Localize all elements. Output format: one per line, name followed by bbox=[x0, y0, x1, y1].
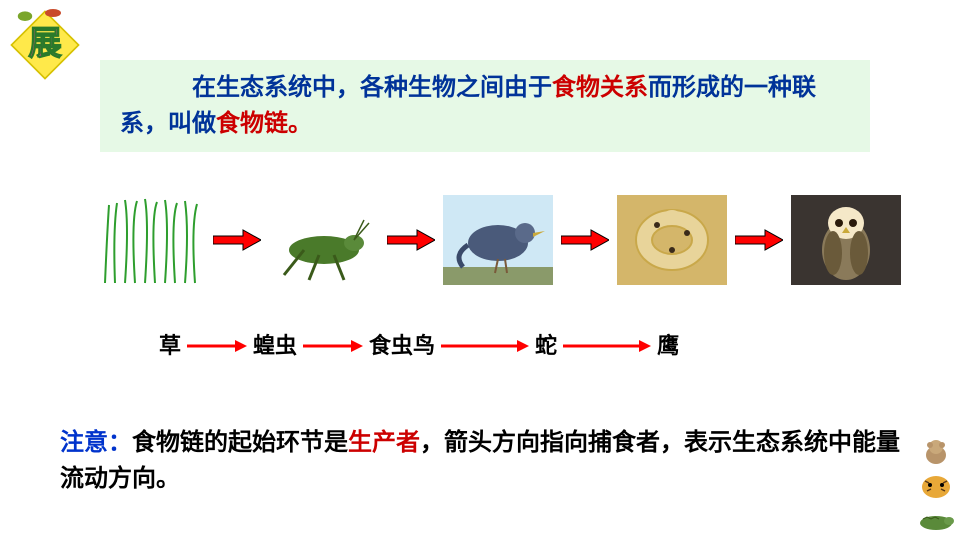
organism-owl bbox=[791, 195, 901, 285]
food-chain-labels: 草 蝗虫 食虫鸟 蛇 鹰 bbox=[155, 328, 683, 360]
arrow-icon bbox=[735, 228, 783, 252]
food-chain-images bbox=[95, 195, 901, 285]
def-p1b: 食物关系 bbox=[552, 74, 648, 101]
corner-badge: 展 bbox=[5, 5, 85, 85]
side-decorations bbox=[917, 437, 955, 535]
crocodile-icon bbox=[917, 505, 955, 535]
monkey-icon bbox=[917, 437, 955, 467]
arrow-icon bbox=[213, 228, 261, 252]
def-p1a: 在生态系统中，各种生物之间由于 bbox=[192, 74, 552, 101]
note-t1: 食物链的起始环节是 bbox=[132, 429, 348, 456]
organism-snake bbox=[617, 195, 727, 285]
arrow-icon bbox=[387, 228, 435, 252]
note-label: 注意： bbox=[60, 429, 132, 456]
chain-label-3: 蛇 bbox=[531, 328, 561, 360]
def-p1d: 食物链。 bbox=[216, 110, 312, 137]
chain-label-0: 草 bbox=[155, 328, 185, 360]
arrow-icon bbox=[561, 228, 609, 252]
arrow-small-icon bbox=[303, 335, 363, 353]
tiger-icon bbox=[917, 471, 955, 501]
arrow-small-icon bbox=[441, 335, 529, 353]
organism-grass bbox=[95, 195, 205, 285]
chain-label-2: 食虫鸟 bbox=[365, 328, 439, 360]
def-indent bbox=[120, 74, 192, 101]
arrow-small-icon bbox=[187, 335, 247, 353]
note-box: 注意：食物链的起始环节是生产者，箭头方向指向捕食者，表示生态系统中能量流动方向。 bbox=[60, 425, 900, 497]
organism-grasshopper bbox=[269, 195, 379, 285]
badge-char: 展 bbox=[28, 26, 62, 63]
note-t2: 生产者 bbox=[348, 429, 420, 456]
arrow-small-icon bbox=[563, 335, 651, 353]
chain-label-4: 鹰 bbox=[653, 328, 683, 360]
organism-bird bbox=[443, 195, 553, 285]
chain-label-1: 蝗虫 bbox=[249, 328, 301, 360]
definition-box: 在生态系统中，各种生物之间由于食物关系而形成的一种联系，叫做食物链。 bbox=[100, 60, 870, 152]
